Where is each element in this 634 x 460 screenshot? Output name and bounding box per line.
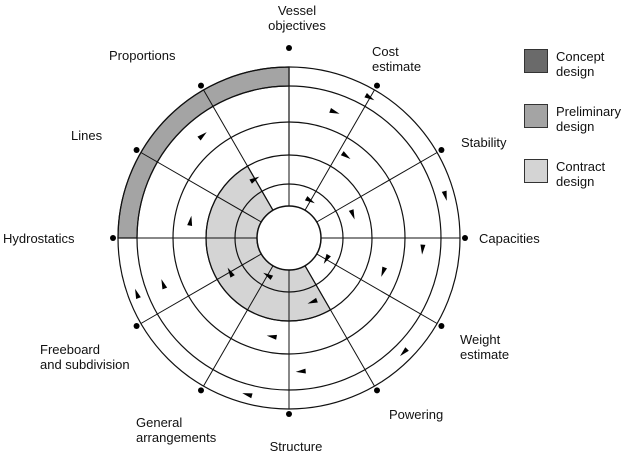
spoke-endpoint-dot [438,323,445,329]
spiral-arrow [249,176,260,184]
spoke-endpoint-dot [286,45,292,51]
label-capacities: Capacities [479,231,540,246]
spoke-endpoint-dot [198,82,204,89]
spiral-center-hub [256,205,322,271]
spoke-endpoint-dot [286,411,292,417]
legend-label-preliminary: Preliminary design [556,104,622,134]
spiral-arrow [242,393,253,399]
spoke-line [140,253,262,324]
spoke-line [140,152,262,223]
label-proportions: Proportions [109,48,176,63]
spoke-endpoint-dot [110,235,116,241]
spiral-arrow [400,347,409,357]
legend-label-contract: Contract design [556,159,606,189]
legend-swatch-concept [524,49,548,73]
spiral-arrow [323,253,331,264]
spoke-endpoint-dot [374,82,380,89]
spoke-endpoint-dot [198,387,204,394]
label-stability: Stability [461,135,507,150]
spiral-arrow [329,108,340,114]
spiral-arrow [348,209,355,220]
spoke-line [304,89,375,211]
spoke-endpoint-dot [462,235,468,241]
label-general-arrangements: General arrangements [136,415,217,445]
spiral-arrow [295,368,306,374]
spiral-arrow [266,334,277,340]
legend-label-concept: Concept design [556,49,605,79]
spiral-arrow [187,215,193,226]
spiral-arrow [307,297,318,304]
label-freeboard-subdivision: Freeboard and subdivision [40,342,130,372]
spiral-arrow [340,151,351,159]
spiral-arrow [135,288,141,299]
spoke-endpoint-dot [438,147,445,153]
spiral-arrow [441,190,447,201]
spiral-arrow [197,132,207,141]
spoke-line [203,265,274,387]
spiral-arrow [227,267,235,278]
label-vessel-objectives: Vessel objectives [268,3,326,33]
label-cost-estimate: Cost estimate [372,44,422,74]
spiral-arrow [381,266,388,277]
spoke-line [304,265,375,387]
spoke-line [203,89,274,211]
spiral-arrow [304,196,315,204]
label-hydrostatics: Hydrostatics [3,231,75,246]
spiral-arrow [263,272,274,280]
spoke-line [316,152,438,223]
spoke-endpoint-dot [374,387,380,394]
spiral-arrow [364,93,375,101]
spoke-endpoint-dot [133,323,140,329]
spiral-arrow [161,279,168,290]
spiral-arrow [420,244,426,255]
legend-swatch-preliminary [524,104,548,128]
label-lines: Lines [71,128,103,143]
label-weight-estimate: Weight estimate [460,332,510,362]
label-powering: Powering [389,407,444,422]
spoke-line [316,253,438,324]
spoke-endpoint-dot [133,147,140,153]
legend-swatch-contract [524,159,548,183]
label-structure: Structure [269,439,323,454]
